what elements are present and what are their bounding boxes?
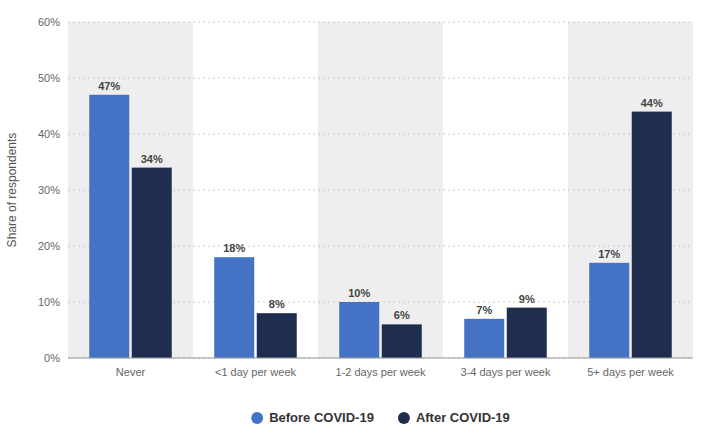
legend-label: Before COVID-19 bbox=[269, 410, 374, 425]
y-axis-label: Share of respondents bbox=[5, 133, 19, 248]
data-label: 8% bbox=[269, 298, 285, 310]
bar bbox=[339, 302, 379, 358]
y-tick-label: 40% bbox=[38, 128, 60, 140]
legend-marker bbox=[398, 412, 410, 424]
x-tick-label: 1-2 days per week bbox=[336, 366, 426, 378]
y-tick-label: 20% bbox=[38, 240, 60, 252]
bar bbox=[257, 313, 297, 358]
y-tick-label: 10% bbox=[38, 296, 60, 308]
data-label: 18% bbox=[223, 242, 245, 254]
data-label: 9% bbox=[519, 293, 535, 305]
x-tick-label: <1 day per week bbox=[215, 366, 297, 378]
data-label: 47% bbox=[98, 80, 120, 92]
grid-line bbox=[68, 358, 693, 359]
bar bbox=[632, 112, 672, 358]
data-label: 6% bbox=[394, 309, 410, 321]
legend: Before COVID-19 After COVID-19 bbox=[251, 410, 510, 425]
x-tick-label: Never bbox=[116, 366, 146, 378]
bar bbox=[132, 168, 172, 358]
bar bbox=[214, 257, 254, 358]
bars bbox=[89, 95, 672, 358]
grid-line bbox=[68, 134, 693, 135]
y-tick-label: 60% bbox=[38, 16, 60, 28]
bar bbox=[507, 308, 547, 358]
data-label: 34% bbox=[141, 153, 163, 165]
x-tick-label: 3-4 days per week bbox=[461, 366, 551, 378]
chart: 0% 10% 20% 30% 40% 50% 60% Share of respondents… bbox=[0, 0, 713, 446]
legend-marker bbox=[251, 412, 263, 424]
y-tick-label: 50% bbox=[38, 72, 60, 84]
x-tick-label: 5+ days per week bbox=[587, 366, 674, 378]
data-label: 44% bbox=[641, 97, 663, 109]
data-label: 17% bbox=[598, 248, 620, 260]
y-tick-label: 0% bbox=[44, 352, 60, 364]
legend-label: After COVID-19 bbox=[416, 410, 510, 425]
x-axis-line bbox=[68, 358, 693, 359]
bar bbox=[382, 324, 422, 358]
bar bbox=[589, 263, 629, 358]
grid-line bbox=[68, 22, 693, 23]
bar bbox=[89, 95, 129, 358]
data-label: 7% bbox=[476, 304, 492, 316]
y-tick-label: 30% bbox=[38, 184, 60, 196]
grid-line bbox=[68, 78, 693, 79]
data-label: 10% bbox=[348, 287, 370, 299]
bar bbox=[464, 319, 504, 358]
